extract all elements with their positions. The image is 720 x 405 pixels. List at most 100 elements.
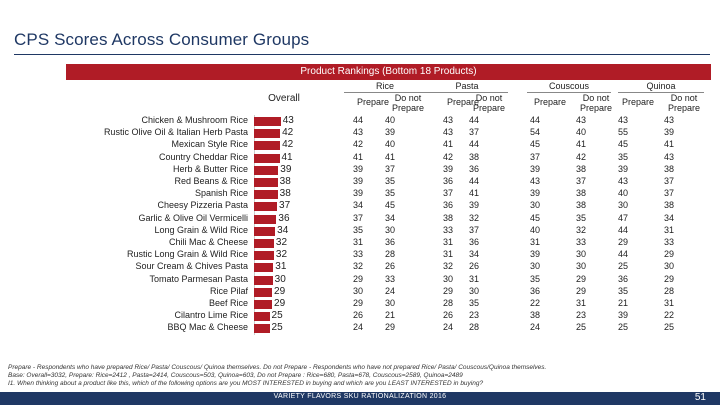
table-cell: 28 xyxy=(468,322,479,333)
overall-value: 36 xyxy=(278,212,290,224)
table-cell: 39 xyxy=(384,127,395,138)
table-cell: 37 xyxy=(529,151,540,162)
group-header-rice: Rice xyxy=(375,81,394,91)
table-cell: 43 xyxy=(352,127,363,138)
table-cell: 39 xyxy=(617,310,628,321)
table-cell: 39 xyxy=(529,163,540,174)
table-cell: 30 xyxy=(384,224,395,235)
overall-value: 29 xyxy=(274,298,286,309)
table-cell: 32 xyxy=(575,224,586,235)
group-header-couscous: Couscous xyxy=(548,81,590,91)
title-divider xyxy=(14,54,710,55)
table-cell: 43 xyxy=(663,115,674,125)
table-cell: 47 xyxy=(617,212,628,223)
subheader-couscous-prepare: Prepare xyxy=(533,97,567,107)
overall-value: 37 xyxy=(279,200,291,212)
table-cell: 35 xyxy=(617,285,628,296)
overall-value: 38 xyxy=(279,188,291,200)
row-label: Rice Pilaf xyxy=(209,285,248,296)
table-cell: 21 xyxy=(617,298,628,308)
table-cell: 55 xyxy=(617,127,628,138)
table-cell: 24 xyxy=(529,322,540,333)
table-cell: 42 xyxy=(575,151,586,162)
table-cell: 23 xyxy=(468,310,479,321)
table-cell: 25 xyxy=(575,322,586,333)
page-title: CPS Scores Across Consumer Groups xyxy=(14,30,310,49)
table-cell: 29 xyxy=(442,285,453,296)
overall-bar xyxy=(254,239,274,248)
table-cell: 29 xyxy=(663,273,674,284)
table-cell: 30 xyxy=(617,200,628,211)
table-cell: 37 xyxy=(468,224,479,235)
table-cell: 43 xyxy=(442,127,453,138)
table-cell: 36 xyxy=(529,285,540,296)
table-cell: 24 xyxy=(384,285,395,296)
overall-bar xyxy=(254,129,281,139)
table-cell: 37 xyxy=(442,188,453,199)
table-cell: 38 xyxy=(529,310,540,321)
table-cell: 39 xyxy=(442,163,453,174)
table-cell: 36 xyxy=(442,176,453,186)
table-cell: 25 xyxy=(617,322,628,333)
table-cell: 26 xyxy=(442,310,453,321)
overall-bar xyxy=(254,141,281,151)
table-cell: 43 xyxy=(617,176,628,186)
table-cell: 40 xyxy=(617,188,628,199)
table-cell: 28 xyxy=(663,285,674,296)
table-cell: 41 xyxy=(352,151,363,162)
overall-bar xyxy=(254,300,273,309)
table-cell: 43 xyxy=(617,115,628,125)
table-cell: 41 xyxy=(442,139,453,150)
table-cell: 31 xyxy=(663,224,674,235)
row-label: Spanish Rice xyxy=(194,188,248,199)
table-cell: 29 xyxy=(384,322,395,333)
table-cell: 26 xyxy=(468,261,479,272)
overall-value: 39 xyxy=(280,163,292,175)
table-cell: 32 xyxy=(468,212,479,223)
table-cell: 26 xyxy=(352,310,363,321)
table-cell: 40 xyxy=(384,139,395,150)
table-cell: 31 xyxy=(442,249,453,260)
subheader-couscous-do-not-prepare: Do not Prepare xyxy=(579,93,613,113)
group-divider-couscous xyxy=(527,92,611,93)
table-cell: 29 xyxy=(352,298,363,308)
table-cell: 39 xyxy=(663,127,674,138)
overall-value: 32 xyxy=(275,237,288,248)
row-label: Rustic Olive Oil & Italian Herb Pasta xyxy=(103,127,248,138)
table-cell: 29 xyxy=(352,273,363,284)
table-cell: 38 xyxy=(663,163,674,174)
table-cell: 36 xyxy=(384,237,395,247)
table-cell: 37 xyxy=(468,127,479,138)
table-cell: 38 xyxy=(575,188,586,199)
table-cell: 44 xyxy=(529,115,540,125)
table-cell: 29 xyxy=(617,237,628,247)
overall-value: 30 xyxy=(274,273,286,285)
chart-banner: Product Rankings (Bottom 18 Products) xyxy=(66,64,711,80)
overall-bar xyxy=(254,287,273,297)
group-header-quinoa: Quinoa xyxy=(646,81,676,91)
table-cell: 39 xyxy=(468,200,479,211)
table-cell: 39 xyxy=(529,249,540,260)
footnote-question: I1. When thinking about a product like t… xyxy=(8,380,484,387)
table-cell: 41 xyxy=(575,139,586,150)
table-cell: 44 xyxy=(468,176,479,186)
table-cell: 32 xyxy=(352,261,363,272)
table-cell: 34 xyxy=(663,212,674,223)
table-cell: 28 xyxy=(384,249,395,260)
subheader-quinoa-do-not-prepare: Do not Prepare xyxy=(667,93,701,113)
row-label: Cilantro Lime Rice xyxy=(174,310,248,321)
table-cell: 36 xyxy=(442,200,453,211)
table-cell: 25 xyxy=(663,322,674,333)
row-label: Chili Mac & Cheese xyxy=(168,237,248,247)
group-header-pasta: Pasta xyxy=(455,81,479,91)
table-cell: 30 xyxy=(352,285,363,296)
table-cell: 37 xyxy=(352,212,363,223)
row-label: Cheesy Pizzeria Pasta xyxy=(157,200,248,211)
table-cell: 30 xyxy=(575,261,586,272)
overall-value: 31 xyxy=(275,261,287,273)
table-cell: 41 xyxy=(663,139,674,150)
table-cell: 30 xyxy=(529,261,540,272)
table-cell: 38 xyxy=(663,200,674,211)
footer-text: VARIETY FLAVORS SKU RATIONALIZATION 2016 xyxy=(273,393,447,400)
table-cell: 24 xyxy=(352,322,363,333)
